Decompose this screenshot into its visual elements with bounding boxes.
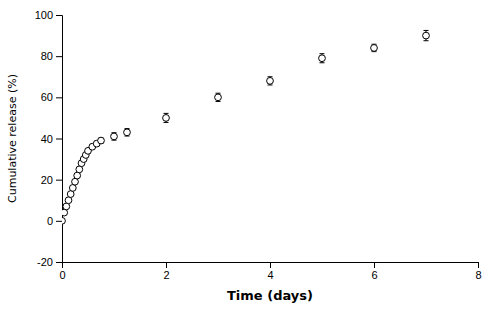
point xyxy=(124,129,131,136)
error-bar xyxy=(112,133,117,140)
y-tick-label: 0 xyxy=(47,215,53,227)
x-axis-line xyxy=(63,263,479,269)
point xyxy=(215,94,222,101)
y-tick-mark xyxy=(56,56,62,57)
error-bar xyxy=(125,129,130,136)
error-bar xyxy=(164,113,169,122)
y-tick-label: 80 xyxy=(41,50,53,62)
chart: 0 2 4 6 8 -20 0 20 40 60 80 100 Time (days) Cumulativ… xyxy=(0,0,500,310)
x-tick-label: 8 xyxy=(475,269,481,281)
x-tick-mark xyxy=(374,262,375,268)
y-tick: 0 xyxy=(47,215,62,227)
x-tick-label: 6 xyxy=(371,269,377,281)
error-bar-cap xyxy=(164,122,169,123)
x-axis: 0 2 4 6 8 xyxy=(59,262,481,281)
y-tick: -20 xyxy=(37,256,62,268)
marks xyxy=(62,30,429,224)
y-tick: 40 xyxy=(41,133,62,145)
y-tick-label: 60 xyxy=(41,91,53,103)
error-bar xyxy=(320,54,325,63)
error-bars xyxy=(62,30,429,221)
y-tick-mark xyxy=(56,180,62,181)
points xyxy=(62,32,429,224)
point xyxy=(62,217,65,224)
y-tick: 100 xyxy=(35,9,62,21)
x-tick: 2 xyxy=(163,262,169,281)
x-tick-mark xyxy=(166,262,167,268)
x-axis-title: Time (days) xyxy=(227,288,313,303)
point xyxy=(267,77,274,84)
x-tick-label: 0 xyxy=(59,269,65,281)
x-tick-mark xyxy=(270,262,271,268)
x-tick: 4 xyxy=(267,262,273,281)
point xyxy=(98,137,105,144)
error-bar xyxy=(216,93,221,101)
error-bar xyxy=(268,77,273,85)
point xyxy=(111,133,118,140)
y-tick: 20 xyxy=(41,174,62,186)
x-tick: 6 xyxy=(371,262,377,281)
y-tick-mark xyxy=(56,221,62,222)
point xyxy=(423,32,430,39)
x-tick: 0 xyxy=(59,262,65,281)
y-tick-mark xyxy=(56,139,62,140)
point xyxy=(163,115,170,122)
y-tick: 60 xyxy=(41,91,62,103)
y-axis-title: Cumulative release (%) xyxy=(6,74,19,203)
y-axis: -20 0 20 40 60 80 100 xyxy=(35,9,63,268)
x-tick-label: 4 xyxy=(267,269,273,281)
x-tick-label: 2 xyxy=(163,269,169,281)
error-bar-cap xyxy=(320,62,325,63)
point xyxy=(371,45,378,52)
error-bar xyxy=(99,138,104,143)
point xyxy=(319,55,326,62)
y-tick-label: -20 xyxy=(37,256,53,268)
y-tick-mark xyxy=(56,97,62,98)
y-tick-mark xyxy=(56,262,62,263)
y-tick-label: 100 xyxy=(35,9,53,21)
x-tick-mark xyxy=(478,262,479,268)
error-bar-cap xyxy=(424,30,429,31)
y-tick-label: 40 xyxy=(41,133,53,145)
error-bar-cap xyxy=(164,113,169,114)
y-tick: 80 xyxy=(41,50,62,62)
error-bar-cap xyxy=(320,53,325,54)
plot-area: 0 2 4 6 8 -20 0 20 40 60 80 100 xyxy=(35,9,482,281)
x-tick: 8 xyxy=(475,262,481,281)
error-bar xyxy=(372,44,377,51)
y-tick-label: 20 xyxy=(41,174,53,186)
y-tick-mark xyxy=(56,15,62,16)
y-axis-line xyxy=(56,16,63,263)
error-bar-cap xyxy=(424,40,429,41)
error-bar xyxy=(424,30,429,40)
